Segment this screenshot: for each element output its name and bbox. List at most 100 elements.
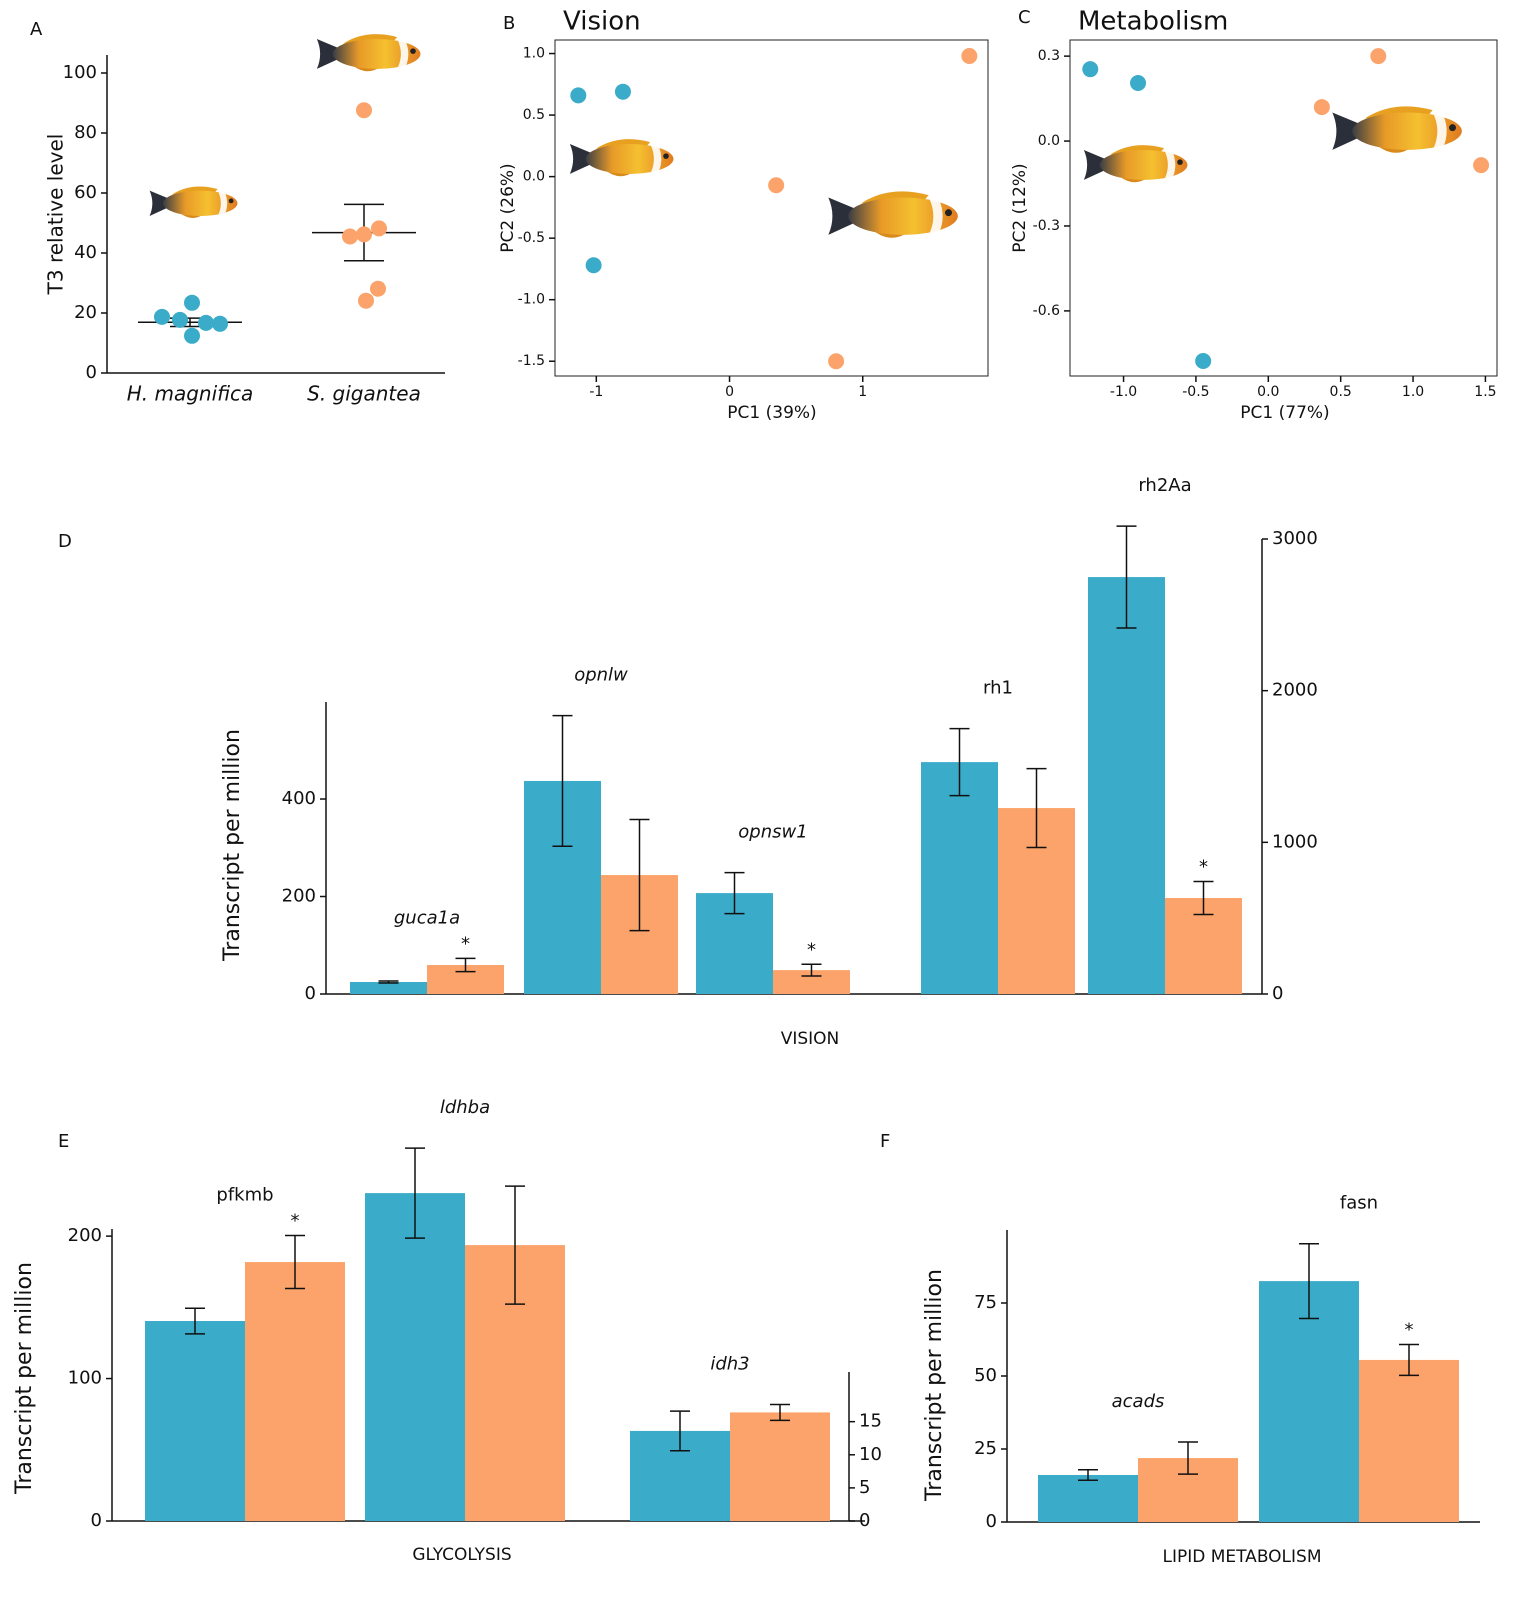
fish-illustration [316,34,421,72]
chart-title: Metabolism [1078,7,1228,37]
bar [1038,1474,1138,1522]
data-point [828,353,845,370]
y-tick-label: 0 [986,1511,997,1532]
data-point [1130,75,1147,92]
data-point [184,294,200,311]
fish-illustration [1332,106,1462,153]
category-label: opnlw [574,665,628,686]
plot-frame [554,39,989,377]
y2-tick-label: 2000 [1272,680,1318,701]
chart-title: Vision [563,7,641,37]
y2-tick-label: 10 [859,1444,882,1465]
y-tick-label: -0.3 [1033,218,1060,234]
panel-label: A [30,19,43,40]
data-point [370,280,386,297]
y-tick-label: -1.5 [518,353,545,369]
y-tick-label: 100 [63,62,97,83]
bar [365,1193,465,1521]
x-tick-label: -0.5 [1182,384,1209,400]
y-tick-label: 0 [305,983,316,1004]
y-axis-title: PC2 (12%) [1010,163,1030,252]
y2-tick-label: 0 [859,1510,870,1531]
x-axis-title: PC1 (77%) [1240,403,1329,423]
y-tick-label: 200 [68,1225,102,1246]
y-tick-label: 20 [74,302,97,323]
category-label: ldhba [440,1097,490,1118]
fish-illustration [569,139,674,177]
panel-label: C [1018,7,1031,28]
y2-tick-label: 0 [1272,983,1283,1004]
y-tick-label: 50 [974,1365,997,1386]
x-tick-label: 1.0 [1402,384,1424,400]
category-label: rh1 [983,678,1013,699]
panel-label: B [503,13,515,34]
x-tick-label: 0.5 [1330,384,1352,400]
y-tick-label: 60 [74,182,97,203]
y-axis-title: PC2 (26%) [498,163,518,252]
x-tick-label: -1.0 [1110,384,1137,400]
y-tick-label: 400 [282,788,316,809]
x-tick-label: 1 [858,384,867,400]
fish-illustration [1083,145,1188,183]
y-tick-label: 40 [74,242,97,263]
data-point [172,311,188,328]
y2-tick-label: 15 [859,1411,882,1432]
x-tick-label: 0 [725,384,734,400]
bar [1088,577,1165,994]
data-point [585,257,602,274]
data-point [342,228,358,245]
y2-tick-label: 1000 [1272,831,1318,852]
category-label: opnsw1 [738,822,807,843]
y-tick-label: -0.6 [1033,303,1060,319]
category-label: guca1a [394,907,460,928]
fish-illustration [149,186,238,218]
y-tick-label: 25 [974,1438,997,1459]
y-axis-title: T3 relative level [44,134,68,296]
y-tick-label: -1.0 [518,292,545,308]
y-tick-label: 0.5 [523,107,545,123]
y-tick-label: 100 [68,1368,102,1389]
data-point [1370,48,1387,65]
category-label: pfkmb [216,1185,273,1206]
significance-marker: * [1405,1319,1414,1340]
y-tick-label: 0 [91,1510,102,1531]
y-tick-label: 0.3 [1038,48,1060,64]
bar [921,762,998,994]
x-axis-title: PC1 (39%) [727,403,816,423]
significance-marker: * [461,933,470,954]
y-axis-title: Transcript per million [922,1269,947,1502]
data-point [961,48,978,64]
bar [245,1262,345,1521]
category-label: rh2Aa [1138,475,1191,496]
bar [145,1321,245,1521]
y2-tick-label: 3000 [1272,528,1318,549]
y-tick-label: 200 [282,886,316,907]
y-axis-title: Transcript per million [220,729,245,962]
data-point [184,327,200,344]
y-tick-label: 0.0 [523,169,545,185]
x-axis-title: LIPID METABOLISM [1162,1547,1321,1567]
significance-marker: * [291,1211,300,1232]
data-point [198,314,214,331]
plot-frame [1069,39,1498,377]
data-point [358,292,374,309]
x-tick-label: S. gigantea [307,382,421,406]
data-point [1313,99,1330,116]
data-point [570,87,587,104]
data-point [768,177,785,194]
data-point [356,102,372,119]
data-point [614,83,631,100]
bar [773,970,850,994]
y2-tick-label: 5 [859,1477,870,1498]
panel-label: E [58,1131,69,1152]
data-point [154,308,170,325]
data-point [1195,352,1212,369]
x-axis-title: GLYCOLYSIS [412,1545,511,1565]
x-tick-label: -1 [589,384,603,400]
data-point [356,226,372,243]
data-point [371,220,387,237]
y-tick-label: -0.5 [518,230,545,246]
data-point [1082,61,1099,78]
